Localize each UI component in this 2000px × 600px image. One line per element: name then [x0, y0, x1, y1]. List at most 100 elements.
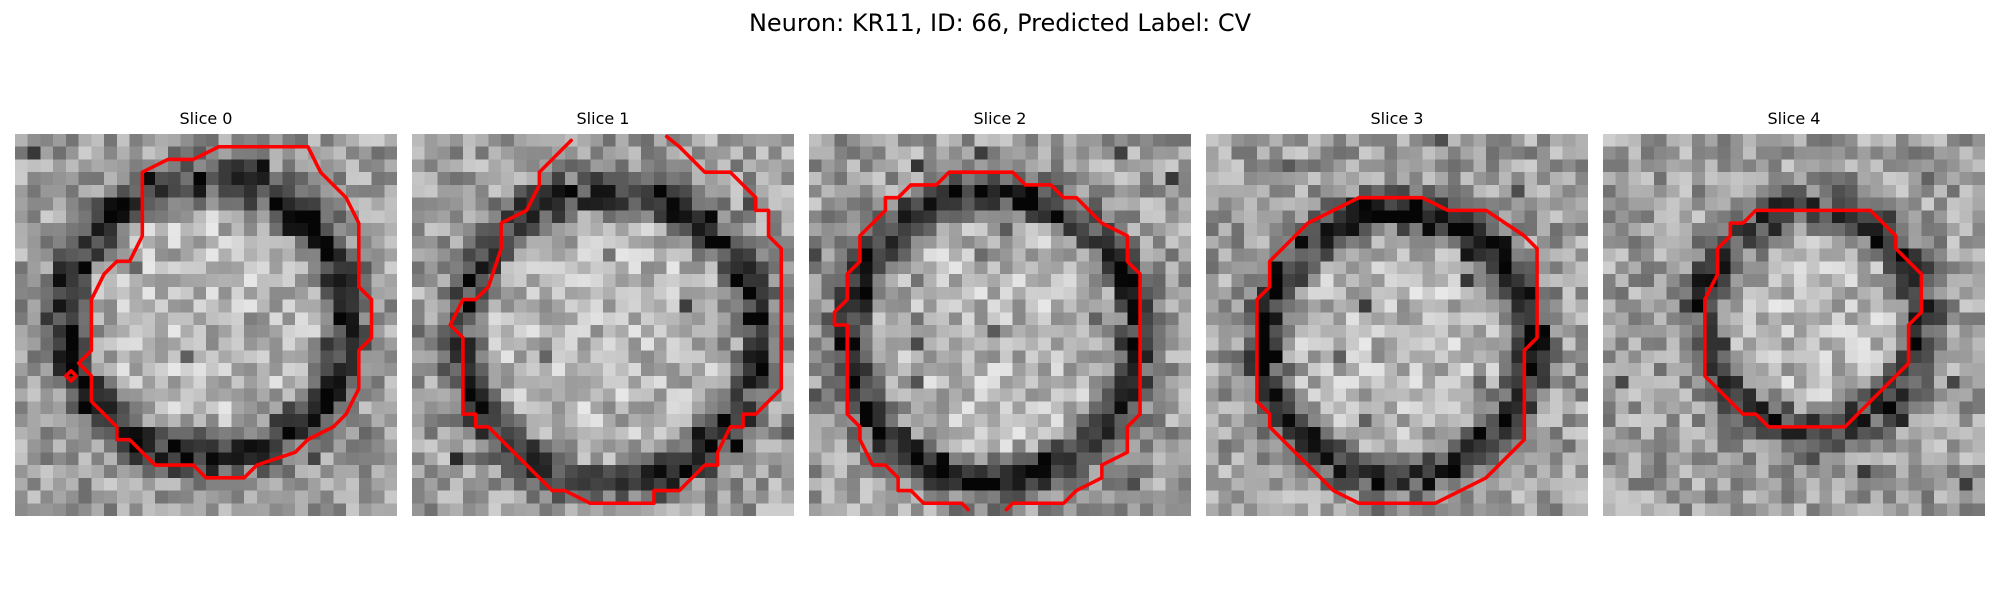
pixel	[1549, 414, 1563, 428]
pixel	[1603, 312, 1616, 326]
pixel	[1152, 184, 1166, 198]
pixel	[1435, 286, 1449, 300]
pixel	[1704, 325, 1718, 338]
pixel	[1397, 235, 1410, 249]
pixel	[872, 325, 886, 338]
pixel	[809, 363, 822, 377]
pixel	[1511, 312, 1525, 326]
pixel	[526, 439, 540, 453]
pixel	[615, 350, 629, 364]
pixel	[1946, 248, 1960, 262]
pixel	[1946, 210, 1960, 224]
pixel	[1537, 363, 1551, 377]
pixel	[1282, 503, 1296, 516]
pixel	[180, 465, 194, 479]
pixel	[1165, 235, 1179, 249]
pixel	[412, 401, 425, 415]
pixel	[1870, 350, 1884, 364]
pixel	[1218, 426, 1232, 440]
pixel	[987, 172, 1001, 186]
pixel	[1921, 197, 1935, 211]
pixel	[1959, 414, 1973, 428]
pixel	[692, 261, 706, 275]
pixel	[501, 363, 515, 377]
pixel	[1870, 490, 1884, 504]
pixel	[1511, 426, 1525, 440]
pixel	[1615, 490, 1629, 504]
pixel	[666, 439, 680, 453]
pixel	[1819, 439, 1833, 453]
pixel	[1806, 172, 1820, 186]
pixel	[1934, 146, 1948, 160]
pixel	[768, 337, 782, 351]
pixel	[526, 452, 540, 466]
pixel	[1537, 134, 1551, 147]
pixel	[859, 159, 873, 173]
pixel	[872, 248, 886, 262]
pixel	[809, 375, 822, 389]
pixel	[704, 172, 718, 186]
pixel	[1819, 286, 1833, 300]
pixel	[320, 299, 334, 313]
pixel	[218, 134, 232, 147]
pixel	[437, 210, 451, 224]
pixel	[603, 337, 616, 351]
pixel	[834, 350, 848, 364]
pixel	[1152, 312, 1166, 326]
pixel	[679, 172, 693, 186]
pixel	[1883, 261, 1897, 275]
pixel	[475, 248, 489, 262]
pixel	[1628, 388, 1642, 402]
pixel	[730, 325, 744, 338]
pixel	[1447, 465, 1461, 479]
pixel	[462, 325, 476, 338]
pixel	[1025, 210, 1039, 224]
pixel	[475, 337, 489, 351]
pixel-grid	[809, 134, 1191, 516]
pixel	[1934, 452, 1948, 466]
pixel	[1615, 465, 1629, 479]
pixel	[1473, 197, 1487, 211]
pixel	[1679, 235, 1693, 249]
pixel	[653, 299, 667, 313]
pixel	[320, 223, 334, 237]
pixel	[936, 248, 950, 262]
pixel	[526, 426, 540, 440]
pixel	[1755, 286, 1769, 300]
pixel	[1422, 159, 1436, 173]
pixel	[974, 426, 988, 440]
pixel	[949, 426, 963, 440]
pixel	[1050, 248, 1064, 262]
pixel	[1038, 146, 1052, 160]
pixel	[384, 465, 397, 479]
pixel	[1282, 210, 1296, 224]
pixel	[1346, 146, 1360, 160]
pixel	[1486, 274, 1500, 288]
pixel	[666, 363, 680, 377]
pixel	[859, 299, 873, 313]
pixel	[167, 439, 181, 453]
pixel	[1908, 159, 1922, 173]
contour-line	[832, 170, 1142, 512]
pixel	[1295, 134, 1309, 147]
pixel	[1972, 452, 1985, 466]
pixel	[717, 134, 731, 147]
pixel	[1755, 465, 1769, 479]
pixel	[809, 134, 822, 147]
pixel	[1562, 350, 1576, 364]
pixel	[1486, 223, 1500, 237]
pixel	[129, 325, 143, 338]
pixel	[1615, 210, 1629, 224]
pixel	[1730, 452, 1744, 466]
pixel	[231, 146, 245, 160]
pixel	[1269, 325, 1283, 338]
pixel	[450, 426, 464, 440]
pixel	[615, 172, 629, 186]
pixel	[307, 197, 321, 211]
pixel	[1641, 439, 1655, 453]
pixel	[1844, 490, 1858, 504]
pixel	[1537, 261, 1551, 275]
pixel	[231, 477, 245, 491]
pixel	[1140, 337, 1154, 351]
pixel	[282, 350, 296, 364]
